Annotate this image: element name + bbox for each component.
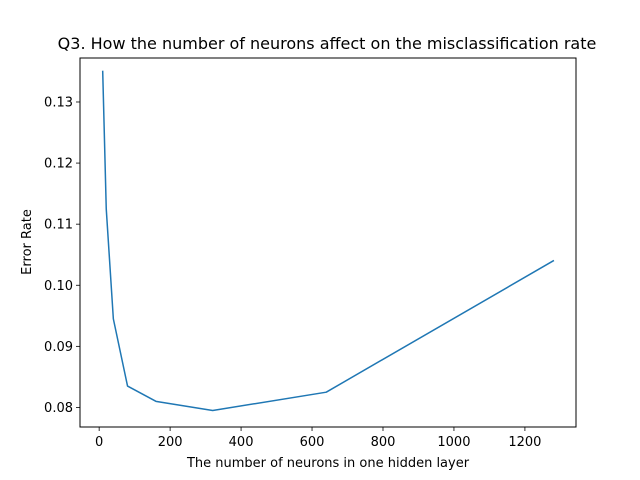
y-tick-label: 0.11 (44, 218, 73, 233)
y-axis-label: Error Rate (20, 209, 35, 275)
x-axis: 0 200 400 600 800 1000 1200 (95, 427, 541, 450)
series-layer (101, 70, 555, 412)
x-tick-label: 200 (158, 435, 183, 450)
x-tick-label: 600 (300, 435, 325, 450)
y-tick-label: 0.09 (44, 340, 73, 355)
x-tick-label: 800 (371, 435, 396, 450)
x-tick-label: 1200 (508, 435, 541, 450)
chart-title: Q3. How the number of neurons affect on … (58, 34, 597, 53)
x-tick-label: 400 (229, 435, 254, 450)
series-line-0 (101, 70, 555, 412)
x-tick-label: 0 (95, 435, 103, 450)
y-tick-label: 0.12 (44, 157, 73, 172)
x-tick-label: 1000 (437, 435, 470, 450)
y-tick-label: 0.10 (44, 279, 73, 294)
plot-frame (79, 57, 577, 428)
y-tick-label: 0.08 (44, 401, 73, 416)
y-tick-label: 0.13 (44, 95, 73, 110)
y-axis: 0.08 0.09 0.10 0.11 0.12 0.13 (44, 95, 80, 416)
x-axis-label: The number of neurons in one hidden laye… (186, 456, 470, 471)
